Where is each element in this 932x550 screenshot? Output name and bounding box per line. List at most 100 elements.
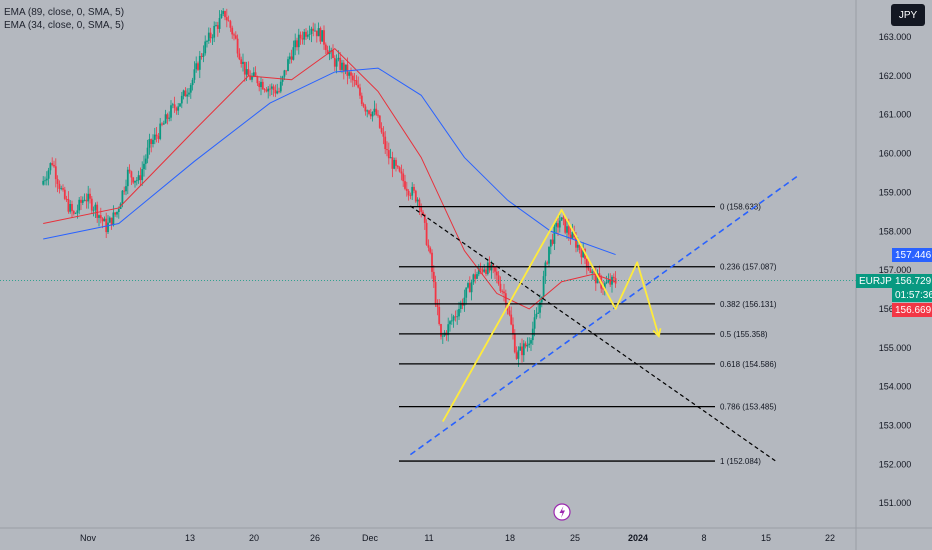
candle-body <box>479 268 482 270</box>
candle-body <box>242 61 244 64</box>
candle-body <box>150 139 153 145</box>
candle-body <box>486 262 489 274</box>
candle-body <box>429 247 432 253</box>
candle-body <box>125 186 127 192</box>
candle-body <box>78 199 81 211</box>
candle-body <box>369 113 372 117</box>
candle-body <box>249 75 252 80</box>
candle-body <box>177 106 180 111</box>
currency-button[interactable]: JPY <box>891 4 925 26</box>
candle-body <box>438 306 441 325</box>
y-tick-label: 152.000 <box>879 459 912 469</box>
candle-body <box>193 69 196 80</box>
candle-body <box>378 115 381 128</box>
ema34-legend[interactable]: EMA (34, close, 0, SMA, 5) <box>4 20 125 31</box>
candle-body <box>555 223 558 227</box>
candle-body <box>213 25 216 38</box>
candle-body <box>513 334 516 353</box>
candle-body <box>465 287 468 298</box>
candle-body <box>440 324 442 337</box>
candle-body <box>251 76 253 80</box>
candle-body <box>427 244 430 248</box>
candle-body <box>211 37 214 39</box>
x-tick-label: 15 <box>761 533 771 543</box>
candle-body <box>126 169 129 187</box>
candle-body <box>549 239 552 247</box>
candle-body <box>324 44 327 50</box>
candle-body <box>162 123 165 125</box>
candle-body <box>110 217 113 226</box>
x-tick-label: 26 <box>310 533 320 543</box>
candle-body <box>108 217 111 223</box>
candle-body <box>54 166 57 180</box>
candle-body <box>467 283 469 288</box>
candle-body <box>452 316 455 321</box>
candle-body <box>98 215 100 218</box>
candle-body <box>303 31 306 40</box>
candle-body <box>368 110 370 114</box>
candle-body <box>375 108 378 115</box>
candle-body <box>377 114 379 116</box>
candle-body <box>326 49 329 55</box>
candle-body <box>42 180 45 185</box>
candle-body <box>404 181 406 189</box>
candle-body <box>146 147 149 159</box>
symbol-badge[interactable]: EURJPY <box>856 274 898 288</box>
candle-body <box>603 283 606 289</box>
candle-body <box>294 40 297 48</box>
candle-body <box>272 86 275 90</box>
candle-body <box>270 86 273 89</box>
candle-body <box>233 34 235 36</box>
candle-body <box>501 291 504 292</box>
candle-body <box>231 27 234 35</box>
candle-body <box>306 34 309 37</box>
candle-body <box>236 38 239 54</box>
candle-body <box>423 214 426 223</box>
candle-body <box>51 163 54 165</box>
candle-body <box>315 30 318 37</box>
candle-body <box>139 175 142 181</box>
candle-body <box>83 199 86 201</box>
candle-body <box>81 200 84 203</box>
candle-body <box>65 198 68 200</box>
candle-body <box>476 274 478 279</box>
candle-body <box>551 239 554 244</box>
candle-body <box>522 343 525 356</box>
candle-body <box>499 283 502 292</box>
fib-level-label: 0 (158.633) <box>720 203 761 212</box>
flash-icon[interactable] <box>553 503 571 521</box>
last-price-badge: 156.729 <box>892 274 932 288</box>
candle-body <box>305 31 307 37</box>
candle-body <box>490 264 493 271</box>
candle-body <box>533 317 536 329</box>
candle-body <box>472 274 475 283</box>
ema89-legend[interactable]: EMA (89, close, 0, SMA, 5) <box>4 7 125 18</box>
candle-body <box>323 30 325 45</box>
candle-body <box>63 189 66 199</box>
pattern-path <box>442 208 660 423</box>
candle-body <box>425 222 428 245</box>
candle-body <box>481 269 484 272</box>
candle-body <box>114 212 117 215</box>
candle-body <box>155 134 158 137</box>
candle-body <box>159 123 162 139</box>
candle-body <box>260 81 262 88</box>
candle-body <box>517 350 520 359</box>
candle-body <box>422 211 424 215</box>
candle-body <box>121 190 124 204</box>
candle-body <box>90 198 93 211</box>
candle-body <box>287 59 289 72</box>
candle-body <box>384 136 387 150</box>
candle-body <box>67 199 70 212</box>
candle-body <box>409 195 412 197</box>
candle-body <box>441 335 444 337</box>
candle-body <box>198 55 201 70</box>
candle-body <box>216 25 219 29</box>
candle-body <box>567 226 570 235</box>
candle-body <box>373 108 376 112</box>
fib-level-label: 0.382 (156.131) <box>720 300 777 309</box>
candle-body <box>396 165 399 168</box>
candle-body <box>204 41 207 54</box>
